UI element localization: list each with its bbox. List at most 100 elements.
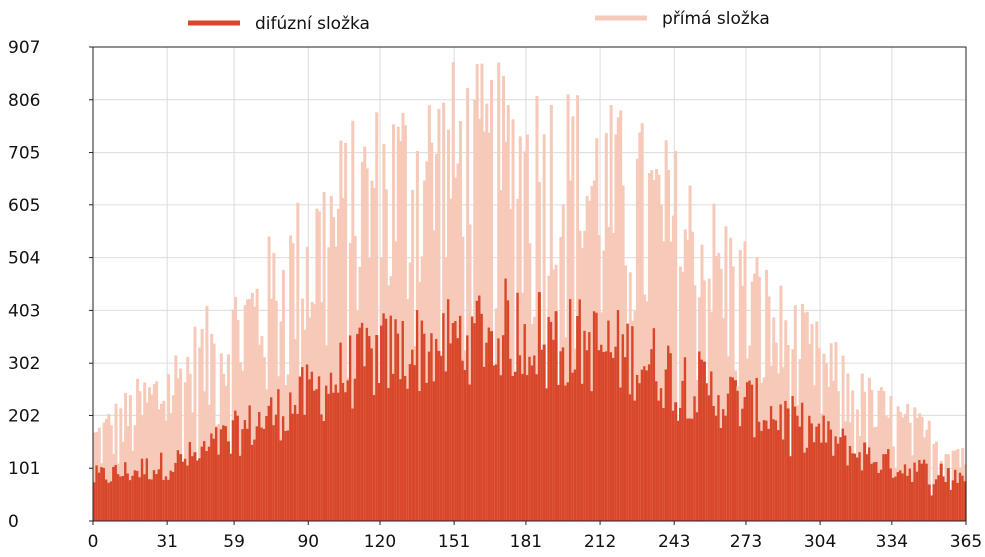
bar-diffuse [949, 489, 953, 521]
bar-diffuse [148, 479, 152, 521]
bar-diffuse [561, 347, 565, 521]
bar-diffuse [745, 382, 749, 521]
bar-direct [243, 305, 247, 521]
bar-diffuse [657, 400, 661, 521]
bar-diffuse [937, 475, 941, 521]
y-tick-label: 806 [8, 91, 40, 111]
y-tick-label: 504 [8, 249, 40, 269]
bar-diffuse [217, 454, 221, 521]
bar-diffuse [899, 470, 903, 521]
bar-diffuse [255, 426, 259, 521]
bar-diffuse [219, 429, 223, 521]
bar-direct [678, 266, 682, 521]
bar-diffuse [399, 379, 403, 521]
bar-direct [267, 236, 271, 521]
bar-diffuse [463, 369, 467, 521]
bar-direct [274, 300, 278, 521]
y-tick-label: 302 [8, 354, 40, 374]
bar-diffuse [203, 441, 207, 521]
bar-diffuse [521, 373, 525, 521]
bar-direct [635, 158, 639, 522]
bar-direct [372, 187, 376, 521]
bar-diffuse [645, 370, 649, 521]
bar-diffuse [439, 355, 443, 521]
bar-diffuse [494, 364, 498, 521]
bar-diffuse [260, 427, 264, 521]
bar-diffuse [585, 350, 589, 521]
bar-diffuse [891, 477, 895, 521]
bar-diffuse [214, 427, 218, 521]
bar-diffuse [104, 479, 108, 521]
bar-direct [162, 400, 166, 521]
bar-diffuse [375, 335, 379, 521]
bar-direct [442, 102, 446, 521]
bar-diffuse [231, 420, 235, 521]
bar-direct [803, 312, 807, 521]
bar-direct [179, 368, 183, 521]
bar-diffuse [884, 454, 888, 521]
bar-direct [169, 413, 173, 521]
bar-diffuse [879, 469, 883, 521]
bar-diffuse [638, 383, 642, 521]
bar-diffuse [681, 380, 685, 521]
bar-diffuse [712, 405, 716, 521]
bar-diffuse [889, 468, 893, 521]
bar-diffuse [403, 376, 407, 521]
bar-diffuse [205, 450, 209, 521]
bar-diffuse [322, 421, 326, 521]
bar-diffuse [346, 380, 350, 521]
bar-diffuse [628, 394, 632, 521]
bar-direct [879, 387, 883, 521]
bar-diffuse [674, 402, 678, 521]
bar-direct [870, 389, 874, 521]
bar-direct [719, 268, 723, 521]
bar-diffuse [485, 342, 489, 521]
bar-direct [638, 132, 642, 521]
bar-diffuse [731, 377, 735, 521]
bar-direct [296, 202, 300, 522]
bar-diffuse [377, 382, 381, 521]
x-tick-label: 59 [223, 532, 245, 552]
bar-direct [609, 105, 613, 521]
bar-diffuse [927, 484, 931, 521]
bar-diffuse [301, 367, 305, 521]
bar-diffuse [394, 319, 398, 521]
bar-diffuse [128, 480, 132, 521]
bar-diffuse [284, 430, 288, 521]
bar-diffuse [741, 408, 745, 521]
bar-diffuse [695, 412, 699, 521]
bar-direct [152, 384, 156, 521]
bar-diffuse [592, 311, 596, 521]
y-tick-label: 101 [8, 459, 40, 479]
bar-diffuse [800, 402, 804, 521]
bar-diffuse [523, 324, 527, 521]
bar-diffuse [882, 454, 886, 521]
bar-diffuse [157, 469, 161, 521]
bar-direct [128, 395, 132, 521]
bar-diffuse [530, 365, 534, 521]
bar-diffuse [714, 415, 718, 521]
bar-diffuse [198, 458, 202, 521]
x-tick-label: 120 [364, 532, 396, 552]
bar-diffuse [910, 481, 914, 521]
bar-direct [200, 329, 204, 521]
bar-diffuse [877, 472, 881, 521]
bar-diffuse [138, 477, 142, 521]
bar-diffuse [143, 474, 147, 521]
bar-diffuse [363, 366, 367, 521]
bar-direct [779, 285, 783, 521]
bar-diffuse [604, 351, 608, 521]
bar-diffuse [664, 369, 668, 521]
bar-diffuse [518, 355, 522, 521]
bar-direct [212, 343, 216, 521]
bar-diffuse [922, 459, 926, 521]
bar-diffuse [583, 330, 587, 521]
bar-diffuse [901, 473, 905, 521]
legend: difúzní složka přímá složka [188, 9, 770, 34]
bar-diffuse [293, 404, 297, 521]
bar-diffuse [317, 376, 321, 521]
bar-diffuse [265, 415, 269, 521]
bar-diffuse [908, 468, 912, 521]
bar-diffuse [765, 420, 769, 521]
bar-diffuse [253, 439, 257, 521]
